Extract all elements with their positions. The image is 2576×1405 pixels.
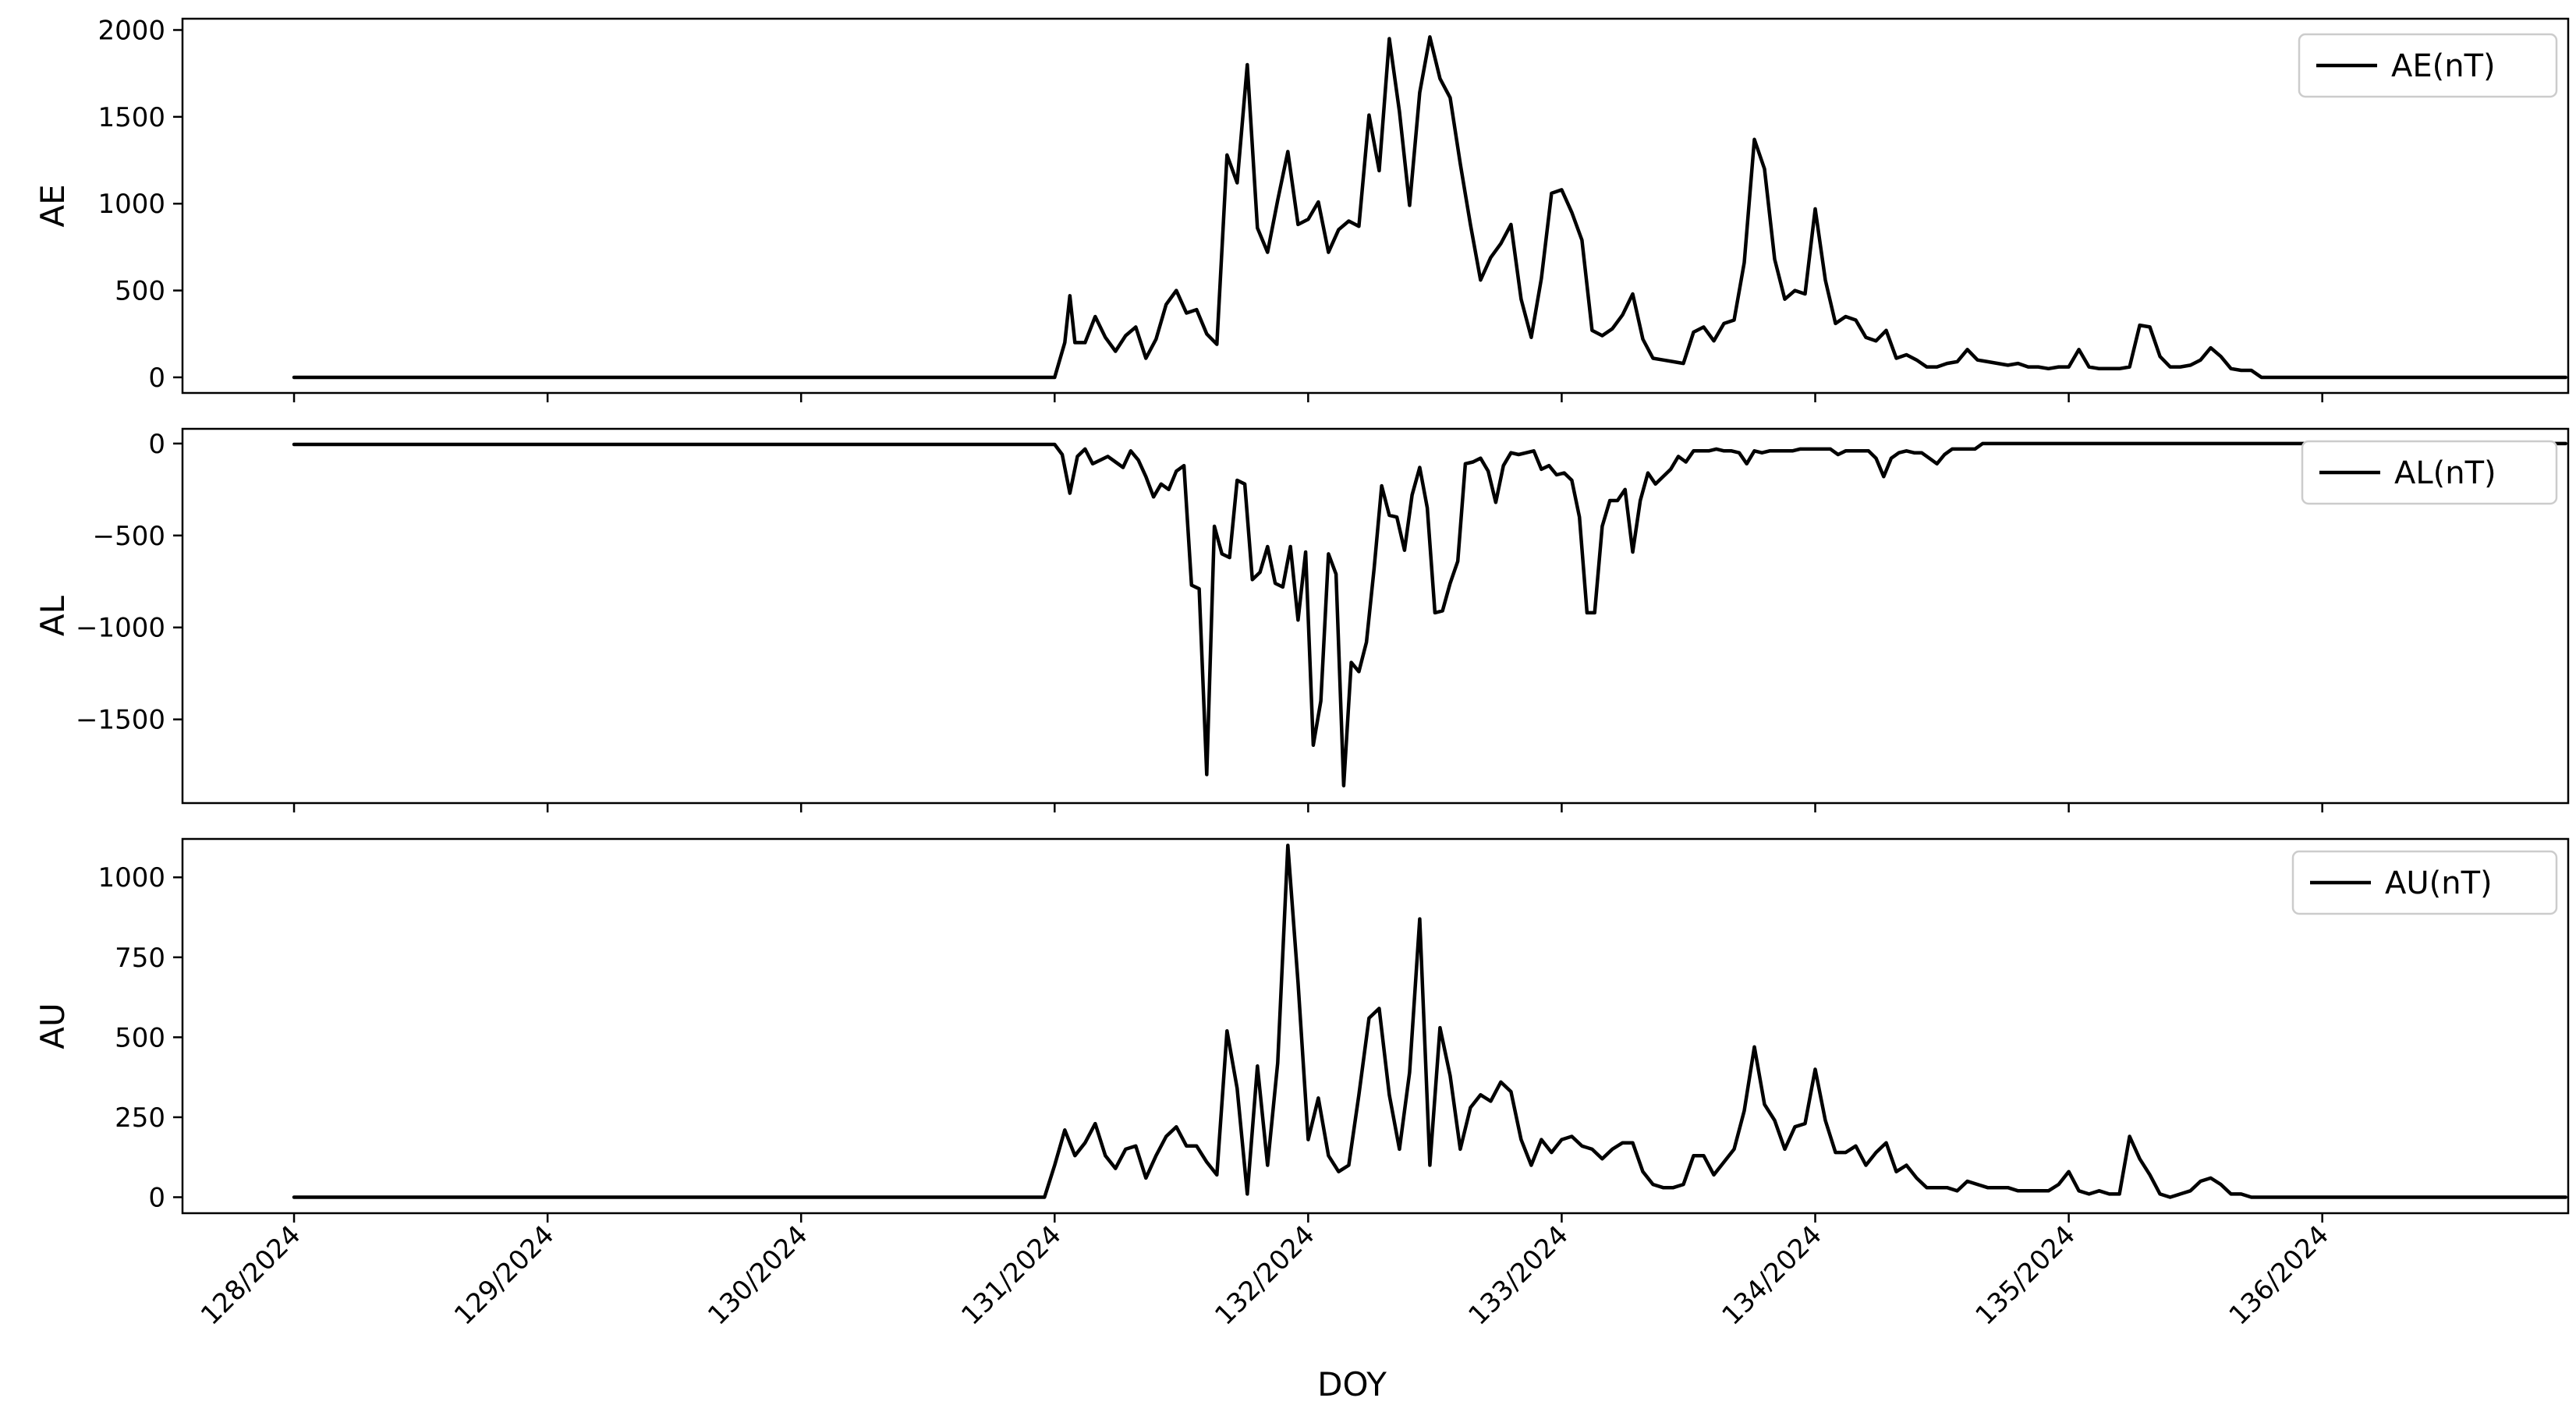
x-tick-label: 133/2024 bbox=[1462, 1219, 1574, 1331]
panel-ae: 0 500 1000 1500 2000 AE AE(nT) bbox=[34, 15, 2570, 402]
y-tick-label: 500 bbox=[115, 1022, 165, 1053]
y-tick-label: 1000 bbox=[97, 189, 165, 220]
x-tick-label: 130/2024 bbox=[702, 1219, 813, 1331]
legend-label: AL(nT) bbox=[2394, 455, 2496, 491]
legend: AE(nT) bbox=[2298, 33, 2558, 98]
y-tick-label: 500 bbox=[115, 276, 165, 307]
y-tick-label: −1500 bbox=[76, 705, 165, 736]
y-tick-label: 0 bbox=[148, 363, 165, 394]
y-tick-label: 0 bbox=[148, 429, 165, 460]
plot-frame bbox=[181, 427, 2570, 805]
plot-frame bbox=[181, 17, 2570, 395]
legend: AL(nT) bbox=[2301, 440, 2558, 505]
y-axis-label: AE bbox=[34, 184, 72, 227]
y-axis-label: AU bbox=[34, 1003, 72, 1049]
plot-frame bbox=[181, 837, 2570, 1215]
y-tick-label: −1000 bbox=[76, 613, 165, 644]
y-axis-label: AL bbox=[34, 595, 72, 636]
series-line-au bbox=[292, 843, 2567, 1199]
legend: AU(nT) bbox=[2291, 850, 2558, 915]
x-tick-label: 129/2024 bbox=[448, 1219, 560, 1331]
x-tick-label: 132/2024 bbox=[1209, 1219, 1320, 1331]
x-axis-label: DOY bbox=[1317, 1365, 1387, 1402]
y-tick-label: 0 bbox=[148, 1182, 165, 1213]
y-tick-label: −500 bbox=[93, 521, 165, 552]
panel-au: 0 250 500 750 1000 AU AU(nT) bbox=[34, 837, 2570, 1223]
x-tick-label: 134/2024 bbox=[1716, 1219, 1827, 1331]
panel-al: 0 −500 −1000 −1500 AL AL(nT) bbox=[34, 427, 2570, 812]
y-tick-label: 250 bbox=[115, 1102, 165, 1134]
series-line-al bbox=[292, 441, 2567, 787]
legend-label: AE(nT) bbox=[2391, 48, 2496, 84]
legend-box bbox=[2298, 33, 2558, 98]
x-tick-label: 131/2024 bbox=[955, 1219, 1067, 1331]
legend-box bbox=[2291, 850, 2558, 915]
y-tick-label: 1500 bbox=[97, 102, 165, 133]
legend-label: AU(nT) bbox=[2385, 865, 2493, 901]
y-tick-label: 2000 bbox=[97, 15, 165, 46]
x-tick-label: 128/2024 bbox=[195, 1219, 306, 1331]
y-tick-label: 1000 bbox=[97, 862, 165, 894]
y-tick-label: 750 bbox=[115, 943, 165, 974]
series-line-ae bbox=[292, 35, 2567, 380]
x-tick-label: 136/2024 bbox=[2223, 1219, 2335, 1331]
legend-box bbox=[2301, 440, 2558, 505]
x-tick-label: 135/2024 bbox=[1969, 1219, 2081, 1331]
